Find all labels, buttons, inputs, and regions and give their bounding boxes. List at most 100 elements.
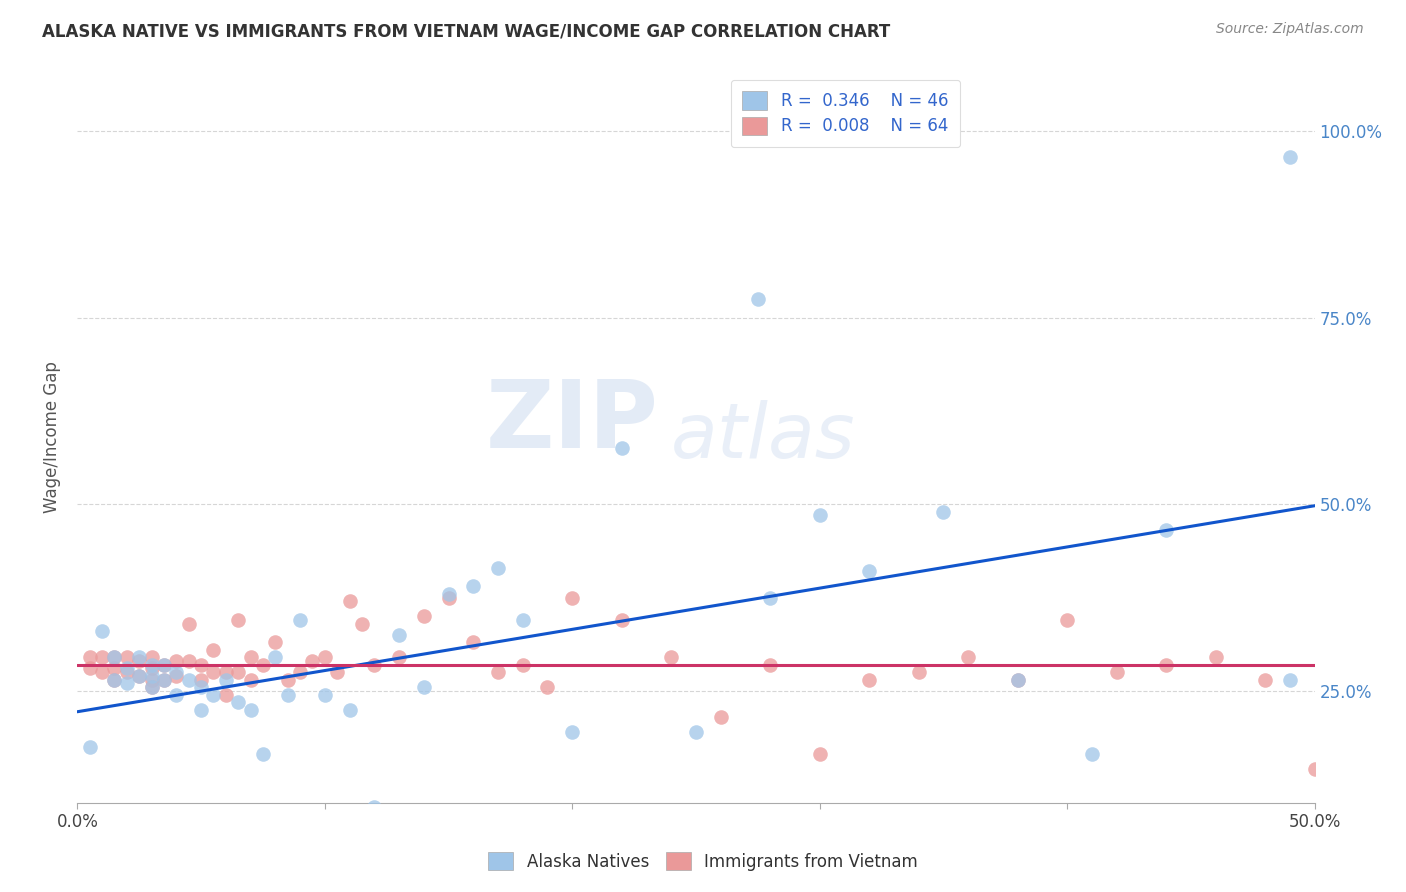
Point bbox=[226, 613, 249, 627]
Point bbox=[314, 688, 336, 702]
Point bbox=[215, 688, 238, 702]
Point bbox=[858, 565, 880, 579]
Point bbox=[463, 635, 485, 649]
Point bbox=[759, 591, 782, 605]
Point bbox=[512, 657, 534, 672]
Point bbox=[141, 680, 163, 694]
Point bbox=[759, 657, 782, 672]
Point bbox=[128, 669, 150, 683]
Point bbox=[239, 673, 262, 687]
Point bbox=[412, 609, 434, 624]
Point bbox=[277, 673, 299, 687]
Point bbox=[202, 642, 225, 657]
Point bbox=[610, 613, 633, 627]
Text: atlas: atlas bbox=[671, 401, 856, 474]
Point bbox=[115, 650, 138, 665]
Point bbox=[91, 650, 114, 665]
Point bbox=[141, 650, 163, 665]
Point bbox=[202, 688, 225, 702]
Point bbox=[79, 650, 101, 665]
Point bbox=[128, 650, 150, 665]
Point bbox=[153, 657, 176, 672]
Point bbox=[710, 710, 733, 724]
Point bbox=[115, 661, 138, 675]
Point bbox=[907, 665, 929, 680]
Point bbox=[103, 661, 125, 675]
Point bbox=[190, 702, 212, 716]
Legend: Alaska Natives, Immigrants from Vietnam: Alaska Natives, Immigrants from Vietnam bbox=[479, 844, 927, 880]
Point bbox=[1056, 613, 1078, 627]
Point bbox=[79, 739, 101, 754]
Legend: R =  0.346    N = 46, R =  0.008    N = 64: R = 0.346 N = 46, R = 0.008 N = 64 bbox=[731, 79, 960, 147]
Point bbox=[165, 665, 187, 680]
Point bbox=[264, 650, 287, 665]
Point bbox=[288, 665, 311, 680]
Point bbox=[128, 654, 150, 668]
Point bbox=[1205, 650, 1227, 665]
Point bbox=[610, 442, 633, 456]
Point bbox=[115, 665, 138, 680]
Point bbox=[226, 665, 249, 680]
Point bbox=[858, 673, 880, 687]
Point bbox=[437, 591, 460, 605]
Point bbox=[659, 650, 682, 665]
Point bbox=[1278, 673, 1301, 687]
Point bbox=[128, 669, 150, 683]
Point bbox=[177, 654, 200, 668]
Point bbox=[239, 650, 262, 665]
Point bbox=[512, 613, 534, 627]
Point bbox=[388, 628, 411, 642]
Point bbox=[808, 508, 831, 523]
Point bbox=[277, 688, 299, 702]
Point bbox=[91, 665, 114, 680]
Point bbox=[747, 292, 769, 306]
Point bbox=[412, 680, 434, 694]
Point bbox=[91, 624, 114, 639]
Point bbox=[561, 591, 583, 605]
Point bbox=[165, 669, 187, 683]
Point bbox=[153, 673, 176, 687]
Point bbox=[252, 747, 274, 762]
Point bbox=[226, 695, 249, 709]
Text: ZIP: ZIP bbox=[486, 376, 659, 468]
Point bbox=[1007, 673, 1029, 687]
Point bbox=[1007, 673, 1029, 687]
Point bbox=[350, 616, 373, 631]
Point bbox=[339, 594, 361, 608]
Point bbox=[1278, 150, 1301, 164]
Point bbox=[141, 680, 163, 694]
Point bbox=[177, 673, 200, 687]
Point bbox=[326, 665, 349, 680]
Point bbox=[363, 799, 385, 814]
Point bbox=[1154, 657, 1177, 672]
Point bbox=[202, 665, 225, 680]
Point bbox=[103, 673, 125, 687]
Point bbox=[1254, 673, 1277, 687]
Point bbox=[177, 616, 200, 631]
Text: ALASKA NATIVE VS IMMIGRANTS FROM VIETNAM WAGE/INCOME GAP CORRELATION CHART: ALASKA NATIVE VS IMMIGRANTS FROM VIETNAM… bbox=[42, 22, 890, 40]
Point bbox=[215, 673, 238, 687]
Point bbox=[1081, 747, 1104, 762]
Point bbox=[314, 650, 336, 665]
Point bbox=[239, 702, 262, 716]
Point bbox=[363, 657, 385, 672]
Y-axis label: Wage/Income Gap: Wage/Income Gap bbox=[44, 361, 62, 513]
Point bbox=[103, 673, 125, 687]
Point bbox=[808, 747, 831, 762]
Point bbox=[1105, 665, 1128, 680]
Point bbox=[252, 657, 274, 672]
Point bbox=[437, 587, 460, 601]
Point bbox=[486, 560, 509, 574]
Point bbox=[388, 650, 411, 665]
Point bbox=[141, 661, 163, 675]
Point bbox=[536, 680, 558, 694]
Point bbox=[957, 650, 980, 665]
Point bbox=[165, 688, 187, 702]
Point bbox=[685, 725, 707, 739]
Point bbox=[288, 613, 311, 627]
Point bbox=[115, 676, 138, 690]
Point bbox=[190, 673, 212, 687]
Point bbox=[339, 702, 361, 716]
Point bbox=[103, 650, 125, 665]
Point bbox=[301, 654, 323, 668]
